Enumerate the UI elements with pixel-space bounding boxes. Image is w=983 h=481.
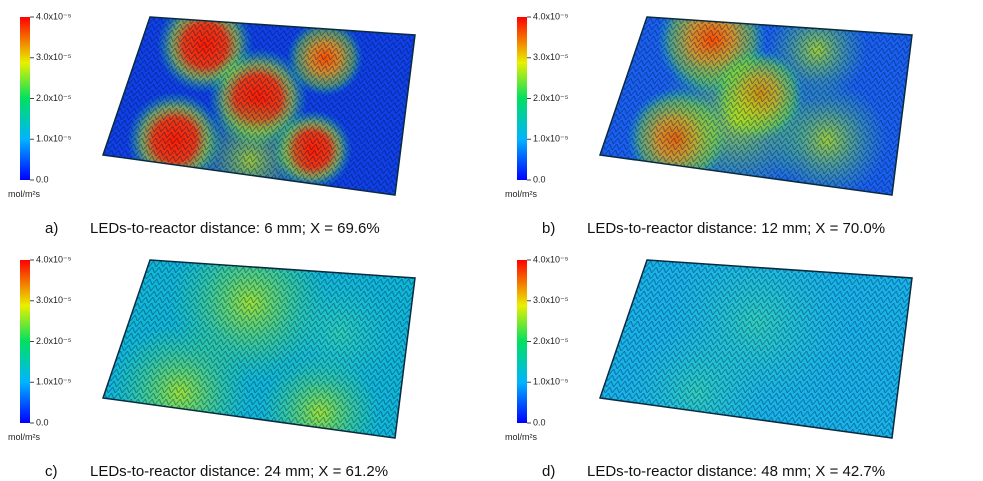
colorbar bbox=[20, 17, 30, 180]
colorbar-tick-label: 4.0x10⁻⁵ bbox=[36, 11, 72, 21]
panel-label: d) bbox=[542, 463, 555, 480]
field-render bbox=[600, 17, 912, 195]
field-texture bbox=[103, 17, 415, 195]
colorbar-tick-label: 4.0x10⁻⁵ bbox=[533, 11, 569, 21]
colorbar-tick-label: 2.0x10⁻⁵ bbox=[36, 336, 72, 346]
panel: 0.0 1.0x10⁻⁵ 2.0x10⁻⁵ 3.0x10⁻⁵ 4.0x10⁻⁵ mol/m… bbox=[8, 11, 416, 237]
colorbar-unit: mol/m²s bbox=[505, 189, 537, 199]
panel-label: c) bbox=[45, 463, 58, 480]
field-edge bbox=[598, 16, 913, 196]
panel-caption: LEDs-to-reactor distance: 24 mm; X = 61.… bbox=[90, 463, 388, 480]
colorbar-tick-label: 4.0x10⁻⁵ bbox=[36, 254, 72, 264]
colorbar-unit: mol/m²s bbox=[8, 189, 40, 199]
field-edge bbox=[101, 259, 416, 439]
field-edge bbox=[598, 259, 913, 439]
panel: 0.0 1.0x10⁻⁵ 2.0x10⁻⁵ 3.0x10⁻⁵ 4.0x10⁻⁵ mol/m… bbox=[505, 11, 913, 237]
colorbar-tick-label: 0.0 bbox=[36, 417, 49, 427]
colorbar bbox=[517, 17, 527, 180]
colorbar-tick-label: 1.0x10⁻⁵ bbox=[36, 377, 72, 387]
colorbar-tick-label: 2.0x10⁻⁵ bbox=[533, 93, 569, 103]
colorbar-tick-label: 1.0x10⁻⁵ bbox=[36, 134, 72, 144]
colorbar-tick-label: 2.0x10⁻⁵ bbox=[36, 93, 72, 103]
colorbar-tick-label: 0.0 bbox=[533, 417, 546, 427]
colorbar-tick-label: 4.0x10⁻⁵ bbox=[533, 254, 569, 264]
colorbar-tick-label: 0.0 bbox=[36, 174, 49, 184]
field-render bbox=[103, 260, 415, 438]
panel-caption: LEDs-to-reactor distance: 12 mm; X = 70.… bbox=[587, 220, 885, 237]
field-render bbox=[103, 17, 415, 195]
field-edge bbox=[101, 16, 416, 196]
colorbar-tick-label: 0.0 bbox=[533, 174, 546, 184]
panel-caption: LEDs-to-reactor distance: 48 mm; X = 42.… bbox=[587, 463, 885, 480]
colorbar-tick-label: 1.0x10⁻⁵ bbox=[533, 134, 569, 144]
colorbar-tick-label: 1.0x10⁻⁵ bbox=[533, 377, 569, 387]
colorbar-tick-label: 3.0x10⁻⁵ bbox=[36, 295, 72, 305]
field-texture bbox=[600, 17, 912, 195]
colorbar-tick-label: 2.0x10⁻⁵ bbox=[533, 336, 569, 346]
colorbar-unit: mol/m²s bbox=[8, 432, 40, 442]
panel: 0.0 1.0x10⁻⁵ 2.0x10⁻⁵ 3.0x10⁻⁵ 4.0x10⁻⁵ mol/m… bbox=[8, 254, 416, 480]
colorbar-unit: mol/m²s bbox=[505, 432, 537, 442]
colorbar bbox=[20, 260, 30, 423]
panel-label: b) bbox=[542, 220, 555, 237]
colorbar-tick-label: 3.0x10⁻⁵ bbox=[36, 52, 72, 62]
field-texture bbox=[600, 260, 912, 438]
panel: 0.0 1.0x10⁻⁵ 2.0x10⁻⁵ 3.0x10⁻⁵ 4.0x10⁻⁵ mol/m… bbox=[505, 254, 913, 480]
panel-caption: LEDs-to-reactor distance: 6 mm; X = 69.6… bbox=[90, 220, 380, 237]
colorbar-tick-label: 3.0x10⁻⁵ bbox=[533, 295, 569, 305]
field-texture bbox=[103, 260, 415, 438]
colorbar-tick-label: 3.0x10⁻⁵ bbox=[533, 52, 569, 62]
panel-label: a) bbox=[45, 220, 58, 237]
colorbar bbox=[517, 260, 527, 423]
